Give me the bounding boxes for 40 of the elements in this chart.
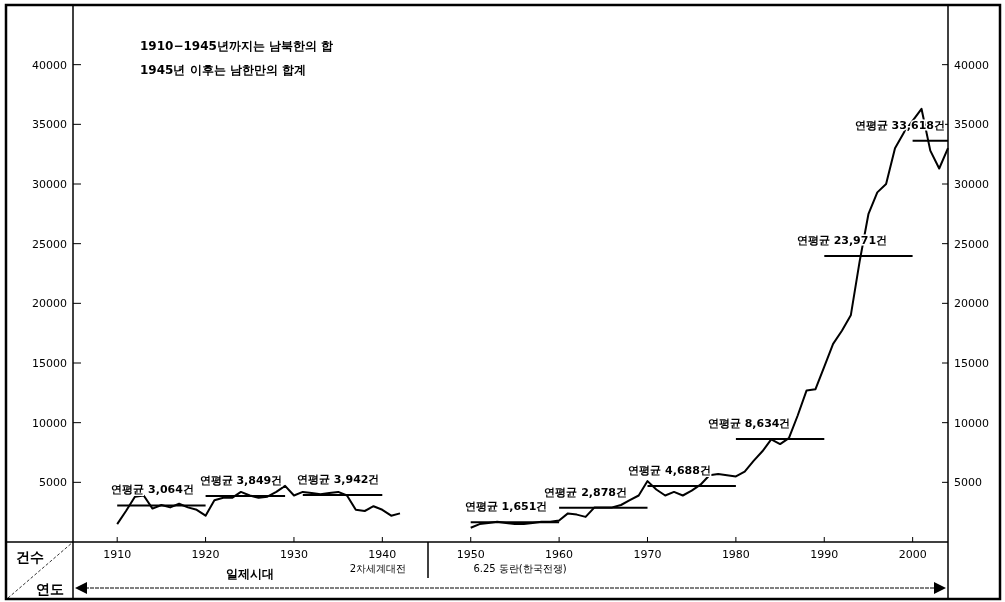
y2-tick-label: 15000 — [954, 357, 989, 370]
y-tick-label: 10000 — [32, 416, 67, 430]
y2-tick-label: 5000 — [954, 476, 982, 490]
y2-tick-label: 25000 — [954, 237, 989, 251]
y-tick-label: 35000 — [32, 118, 67, 132]
annotation: 1910−1945년까지는 남북한의 합 — [140, 39, 334, 53]
x-tick-label: 1910 — [103, 548, 132, 561]
y-tick-label: 5000 — [39, 476, 67, 490]
annotation: 연평균 3,942건 — [296, 472, 380, 486]
annotation: 연평균 8,634건 — [707, 416, 791, 430]
x-tick-label: 1980 — [721, 548, 750, 561]
x-tick-label: 1990 — [810, 548, 839, 561]
y2-tick-label: 10000 — [954, 416, 989, 430]
y2-tick-label: 35000 — [954, 118, 989, 132]
x-tick-label: 1970 — [633, 548, 662, 561]
annotation: 연평균 1,651건 — [464, 500, 548, 514]
text: 일제시대 — [226, 567, 274, 581]
x-tick-label: 1940 — [368, 548, 397, 561]
annotation: 1945년 이후는 남한만의 합계 — [140, 63, 306, 77]
x-tick-label: 1920 — [191, 548, 220, 561]
annotation: 연평균 2,878건 — [544, 485, 627, 499]
y2-tick-label: 20000 — [954, 297, 989, 311]
y-tick-label: 40000 — [32, 58, 67, 72]
y-tick-label: 20000 — [32, 297, 67, 311]
annotation: 연평균 4,688건 — [628, 464, 711, 478]
x-tick-label: 2000 — [898, 548, 927, 561]
annotation: 연평균 3,064건 — [111, 483, 194, 497]
y-axis-title: 건수 — [16, 549, 44, 565]
y-tick-label: 30000 — [32, 178, 67, 191]
x-tick-label: 1960 — [545, 548, 574, 561]
x-tick-label: 1930 — [279, 548, 308, 561]
y-tick-label: 15000 — [32, 357, 67, 370]
text: 6.25 동란(한국전쟁) — [473, 563, 567, 574]
y-tick-label: 25000 — [32, 237, 67, 251]
text: 2차세계대전 — [349, 563, 407, 574]
annotation: 연평균 3,849건 — [199, 474, 283, 488]
x-axis-title: 연도 — [36, 581, 64, 597]
y2-tick-label: 40000 — [954, 58, 989, 72]
x-tick-label: 1950 — [456, 548, 485, 561]
y2-tick-label: 30000 — [954, 178, 989, 191]
